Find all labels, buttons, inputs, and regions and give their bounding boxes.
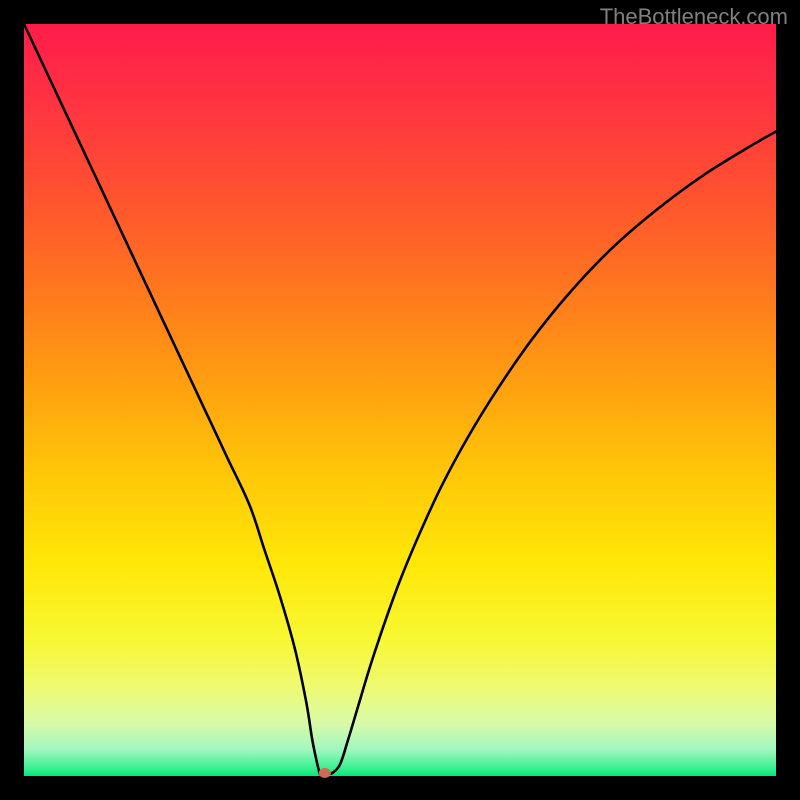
chart-root: TheBottleneck.com xyxy=(0,0,800,800)
plot-background xyxy=(24,24,776,776)
bottleneck-chart xyxy=(0,0,800,800)
bottleneck-marker xyxy=(319,768,331,778)
watermark-text: TheBottleneck.com xyxy=(600,4,788,30)
